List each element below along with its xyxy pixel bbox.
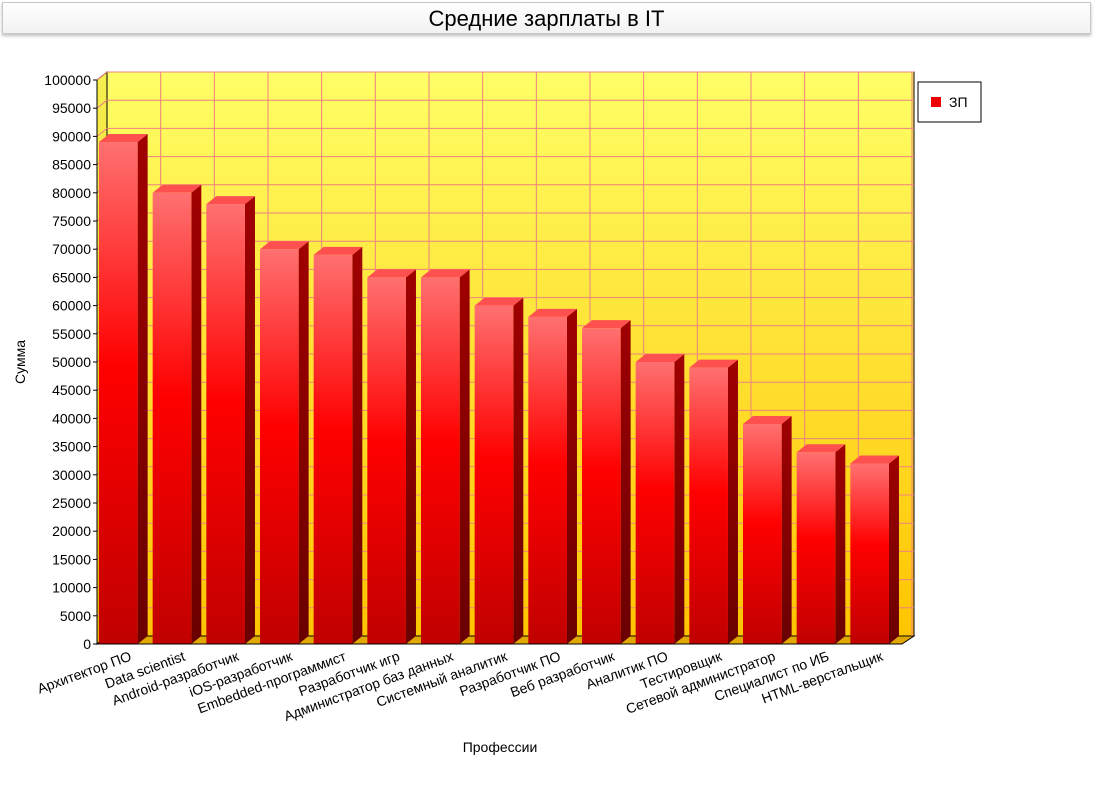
bar [474,297,524,644]
y-tick-label: 65000 [52,269,91,285]
bar-side [459,269,470,644]
y-tick-label: 15000 [52,551,91,567]
bar-front [582,328,621,644]
bar-top [206,196,255,205]
bar-front [689,367,728,644]
bar [367,269,416,644]
bar-top [796,444,846,453]
y-axis-ticks: 0 5000 10000 15000 20000 25000 30000 35000 40000… [44,72,98,652]
bar [528,308,577,644]
y-tick-label: 85000 [52,157,91,173]
bar-side [405,269,416,644]
bar-side [674,354,685,644]
bar [635,354,685,644]
bar-top [582,320,631,329]
y-tick-label: 25000 [52,495,91,511]
bar-top [152,184,202,193]
y-tick-label: 80000 [52,185,91,201]
legend-swatch [931,97,941,107]
bar-front [260,249,299,644]
bar-top [635,354,685,362]
bar [99,134,148,645]
y-axis-label: Сумма [12,340,28,384]
y-tick-label: 100000 [44,72,91,88]
bar [313,246,363,644]
gridline-depth [96,128,108,137]
bar-front [313,254,353,644]
bar-side [835,444,846,644]
bar-top [367,269,416,278]
y-tick-label: 20000 [52,523,91,539]
y-tick-label: 35000 [52,439,91,455]
bar-series [99,134,899,645]
bar-side [566,308,577,644]
bar-side [888,455,899,644]
legend-box [917,81,982,123]
y-tick-label: 75000 [52,213,91,229]
bar-front [850,463,889,644]
bar-side [781,416,792,644]
bar [850,455,899,644]
gridline-depth [96,99,108,109]
bar-side [191,184,202,645]
y-tick-label: 50000 [52,354,91,370]
legend: ЗП [917,81,982,123]
y-tick-label: 45000 [52,382,91,398]
bar [582,320,631,644]
bar-front [421,277,460,644]
bar-side [298,241,309,644]
bar-side [244,196,255,644]
bar [152,184,202,645]
y-tick-label: 95000 [52,100,91,116]
bar [206,196,255,644]
legend-label: ЗП [949,94,968,110]
bar-front [796,452,836,644]
bar-front [99,142,138,645]
x-axis-label: Профессии [463,739,538,755]
bar-front [152,192,192,645]
bar-side [513,297,524,644]
bar-top [99,134,148,143]
bar-top [689,359,738,368]
bar-side [352,246,363,644]
bar-side [137,134,148,645]
bar [689,359,738,644]
bar-front [528,316,567,644]
bar-top [850,455,899,464]
y-tick-label: 90000 [52,128,91,144]
bar-side [620,320,631,644]
bar [743,416,792,644]
bar-front [206,204,245,644]
bar-front [635,362,675,644]
bar-top [260,241,309,250]
bar-side [727,359,738,644]
bar [796,444,846,644]
y-tick-label: 30000 [52,467,91,483]
y-tick-label: 0 [83,636,91,652]
gridline-depth [96,71,108,81]
bar-top [313,246,363,255]
bar-front [474,305,514,644]
y-tick-label: 60000 [52,298,91,314]
bar-front [367,277,406,644]
y-tick-label: 5000 [60,608,91,624]
bar-front [743,424,782,644]
y-tick-label: 10000 [52,580,91,596]
bar-top [421,269,470,278]
bar [421,269,470,644]
bar-top [474,297,524,306]
bar-top [528,308,577,317]
bar [260,241,309,644]
y-tick-label: 70000 [52,241,91,257]
y-tick-label: 40000 [52,410,91,426]
y-tick-label: 55000 [52,326,91,342]
chart-title: Средние зарплаты в IT [2,2,1091,34]
bar-top [743,416,792,425]
